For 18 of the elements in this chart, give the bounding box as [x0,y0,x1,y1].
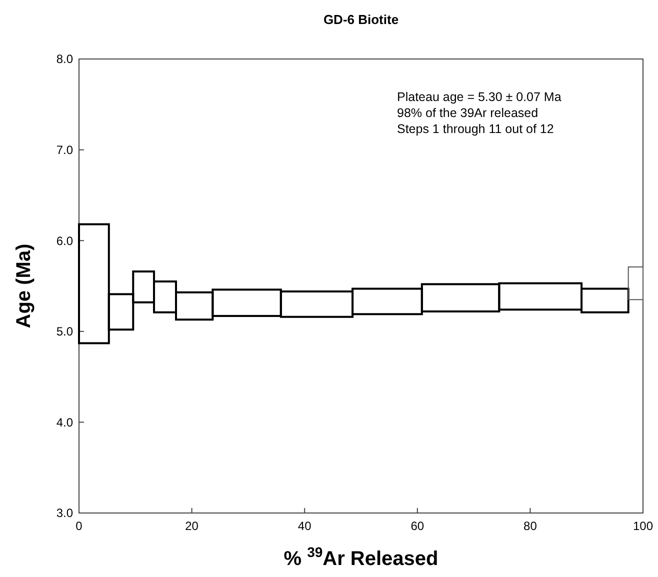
x-tick-label: 20 [185,519,199,533]
y-tick-label: 3.0 [56,506,74,520]
x-tick-label: 100 [632,519,654,533]
annotation: 98% of the 39Ar released [397,106,538,120]
x-tick-label: 80 [524,519,538,533]
y-tick-label: 8.0 [56,52,74,66]
y-tick-label: 4.0 [56,415,74,430]
y-tick-label: 6.0 [56,234,74,248]
x-axis-title: % $^{39}$Ar Released [284,544,438,570]
annotation: Steps 1 through 11 out of 12 [397,122,554,136]
chart-title: GD-6 Biotite [323,12,399,27]
x-tick-label: 60 [410,519,424,533]
annotation: Plateau age = 5.30 ± 0.07 Ma [397,90,562,104]
y-axis-title: Age (Ma) [13,244,35,328]
y-tick-label: 7.0 [56,143,74,157]
x-tick-label: 0 [76,519,83,533]
y-tick-label: 5.0 [56,324,74,339]
x-tick-label: 40 [298,519,312,533]
